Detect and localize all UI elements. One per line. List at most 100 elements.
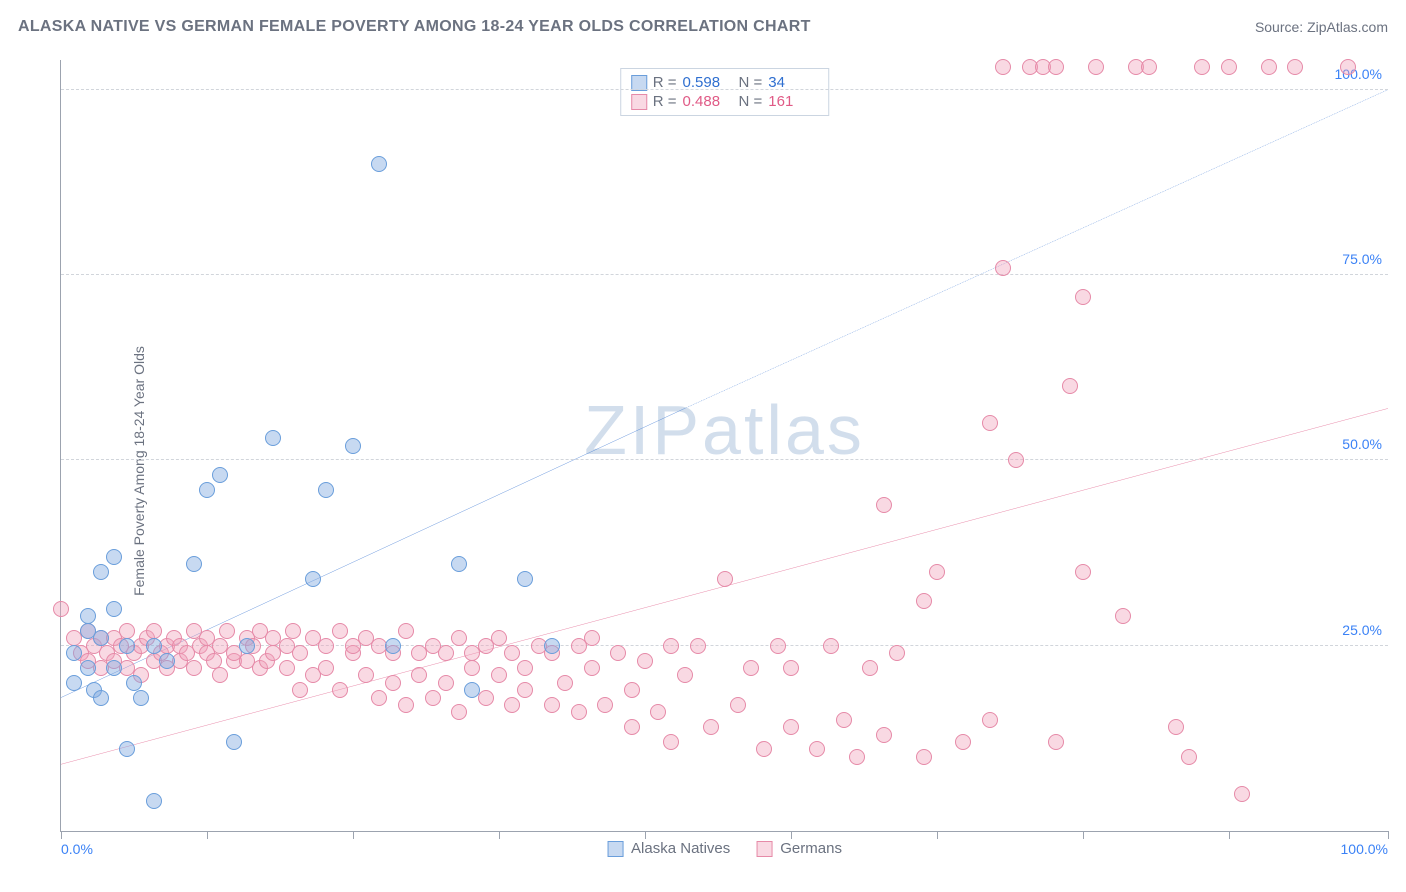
data-point bbox=[219, 623, 235, 639]
data-point bbox=[504, 645, 520, 661]
data-point bbox=[106, 549, 122, 565]
data-point bbox=[133, 690, 149, 706]
data-point bbox=[624, 682, 640, 698]
data-point bbox=[411, 667, 427, 683]
data-point bbox=[584, 630, 600, 646]
data-point bbox=[146, 638, 162, 654]
gridline bbox=[61, 459, 1388, 460]
data-point bbox=[1261, 59, 1277, 75]
chart-title: ALASKA NATIVE VS GERMAN FEMALE POVERTY A… bbox=[18, 18, 811, 36]
data-point bbox=[1075, 289, 1091, 305]
n-label: N = bbox=[739, 93, 763, 110]
data-point bbox=[1115, 608, 1131, 624]
data-point bbox=[93, 690, 109, 706]
data-point bbox=[1048, 59, 1064, 75]
data-point bbox=[159, 653, 175, 669]
x-tick bbox=[1229, 831, 1230, 839]
data-point bbox=[318, 482, 334, 498]
data-point bbox=[292, 645, 308, 661]
data-point bbox=[53, 601, 69, 617]
data-point bbox=[663, 638, 679, 654]
data-point bbox=[584, 660, 600, 676]
data-point bbox=[862, 660, 878, 676]
data-point bbox=[730, 697, 746, 713]
data-point bbox=[571, 704, 587, 720]
data-point bbox=[146, 623, 162, 639]
data-point bbox=[292, 682, 308, 698]
y-tick-label: 50.0% bbox=[1342, 436, 1382, 452]
data-point bbox=[186, 660, 202, 676]
series-b-label: Germans bbox=[780, 840, 842, 857]
data-point bbox=[637, 653, 653, 669]
data-point bbox=[438, 675, 454, 691]
data-point bbox=[371, 156, 387, 172]
data-point bbox=[916, 749, 932, 765]
data-point bbox=[982, 712, 998, 728]
data-point bbox=[491, 630, 507, 646]
data-point bbox=[398, 697, 414, 713]
data-point bbox=[1062, 378, 1078, 394]
data-point bbox=[517, 660, 533, 676]
gridline bbox=[61, 89, 1388, 90]
data-point bbox=[332, 623, 348, 639]
data-point bbox=[212, 467, 228, 483]
data-point bbox=[1234, 786, 1250, 802]
x-tick bbox=[1083, 831, 1084, 839]
correlation-legend: R = 0.598 N = 34 R = 0.488 N = 161 bbox=[620, 68, 830, 116]
data-point bbox=[66, 675, 82, 691]
data-point bbox=[1168, 719, 1184, 735]
data-point bbox=[982, 415, 998, 431]
data-point bbox=[836, 712, 852, 728]
data-point bbox=[93, 564, 109, 580]
data-point bbox=[624, 719, 640, 735]
data-point bbox=[504, 697, 520, 713]
data-point bbox=[823, 638, 839, 654]
data-point bbox=[1194, 59, 1210, 75]
data-point bbox=[371, 690, 387, 706]
watermark: ZIPatlas bbox=[584, 390, 865, 470]
data-point bbox=[491, 667, 507, 683]
r-label: R = bbox=[653, 93, 677, 110]
x-tick bbox=[207, 831, 208, 839]
data-point bbox=[889, 645, 905, 661]
data-point bbox=[93, 630, 109, 646]
data-point bbox=[186, 556, 202, 572]
data-point bbox=[1048, 734, 1064, 750]
data-point bbox=[677, 667, 693, 683]
data-point bbox=[206, 653, 222, 669]
data-point bbox=[597, 697, 613, 713]
data-point bbox=[318, 660, 334, 676]
data-point bbox=[285, 623, 301, 639]
x-tick bbox=[791, 831, 792, 839]
data-point bbox=[119, 623, 135, 639]
data-point bbox=[690, 638, 706, 654]
data-point bbox=[517, 571, 533, 587]
data-point bbox=[425, 690, 441, 706]
data-point bbox=[398, 623, 414, 639]
data-point bbox=[783, 660, 799, 676]
data-point bbox=[119, 638, 135, 654]
data-point bbox=[544, 697, 560, 713]
series-b-n-value: 161 bbox=[768, 93, 818, 110]
data-point bbox=[332, 682, 348, 698]
data-point bbox=[703, 719, 719, 735]
y-tick-label: 25.0% bbox=[1342, 622, 1382, 638]
series-b-swatch bbox=[631, 94, 647, 110]
data-point bbox=[226, 734, 242, 750]
source-label: Source: ZipAtlas.com bbox=[1255, 19, 1388, 35]
data-point bbox=[783, 719, 799, 735]
data-point bbox=[80, 660, 96, 676]
x-tick bbox=[1388, 831, 1389, 839]
data-point bbox=[464, 660, 480, 676]
data-point bbox=[1181, 749, 1197, 765]
series-b-swatch bbox=[756, 841, 772, 857]
data-point bbox=[770, 638, 786, 654]
data-point bbox=[385, 638, 401, 654]
data-point bbox=[106, 601, 122, 617]
data-point bbox=[451, 556, 467, 572]
series-a-swatch bbox=[607, 841, 623, 857]
data-point bbox=[557, 675, 573, 691]
x-tick bbox=[353, 831, 354, 839]
data-point bbox=[756, 741, 772, 757]
data-point bbox=[717, 571, 733, 587]
